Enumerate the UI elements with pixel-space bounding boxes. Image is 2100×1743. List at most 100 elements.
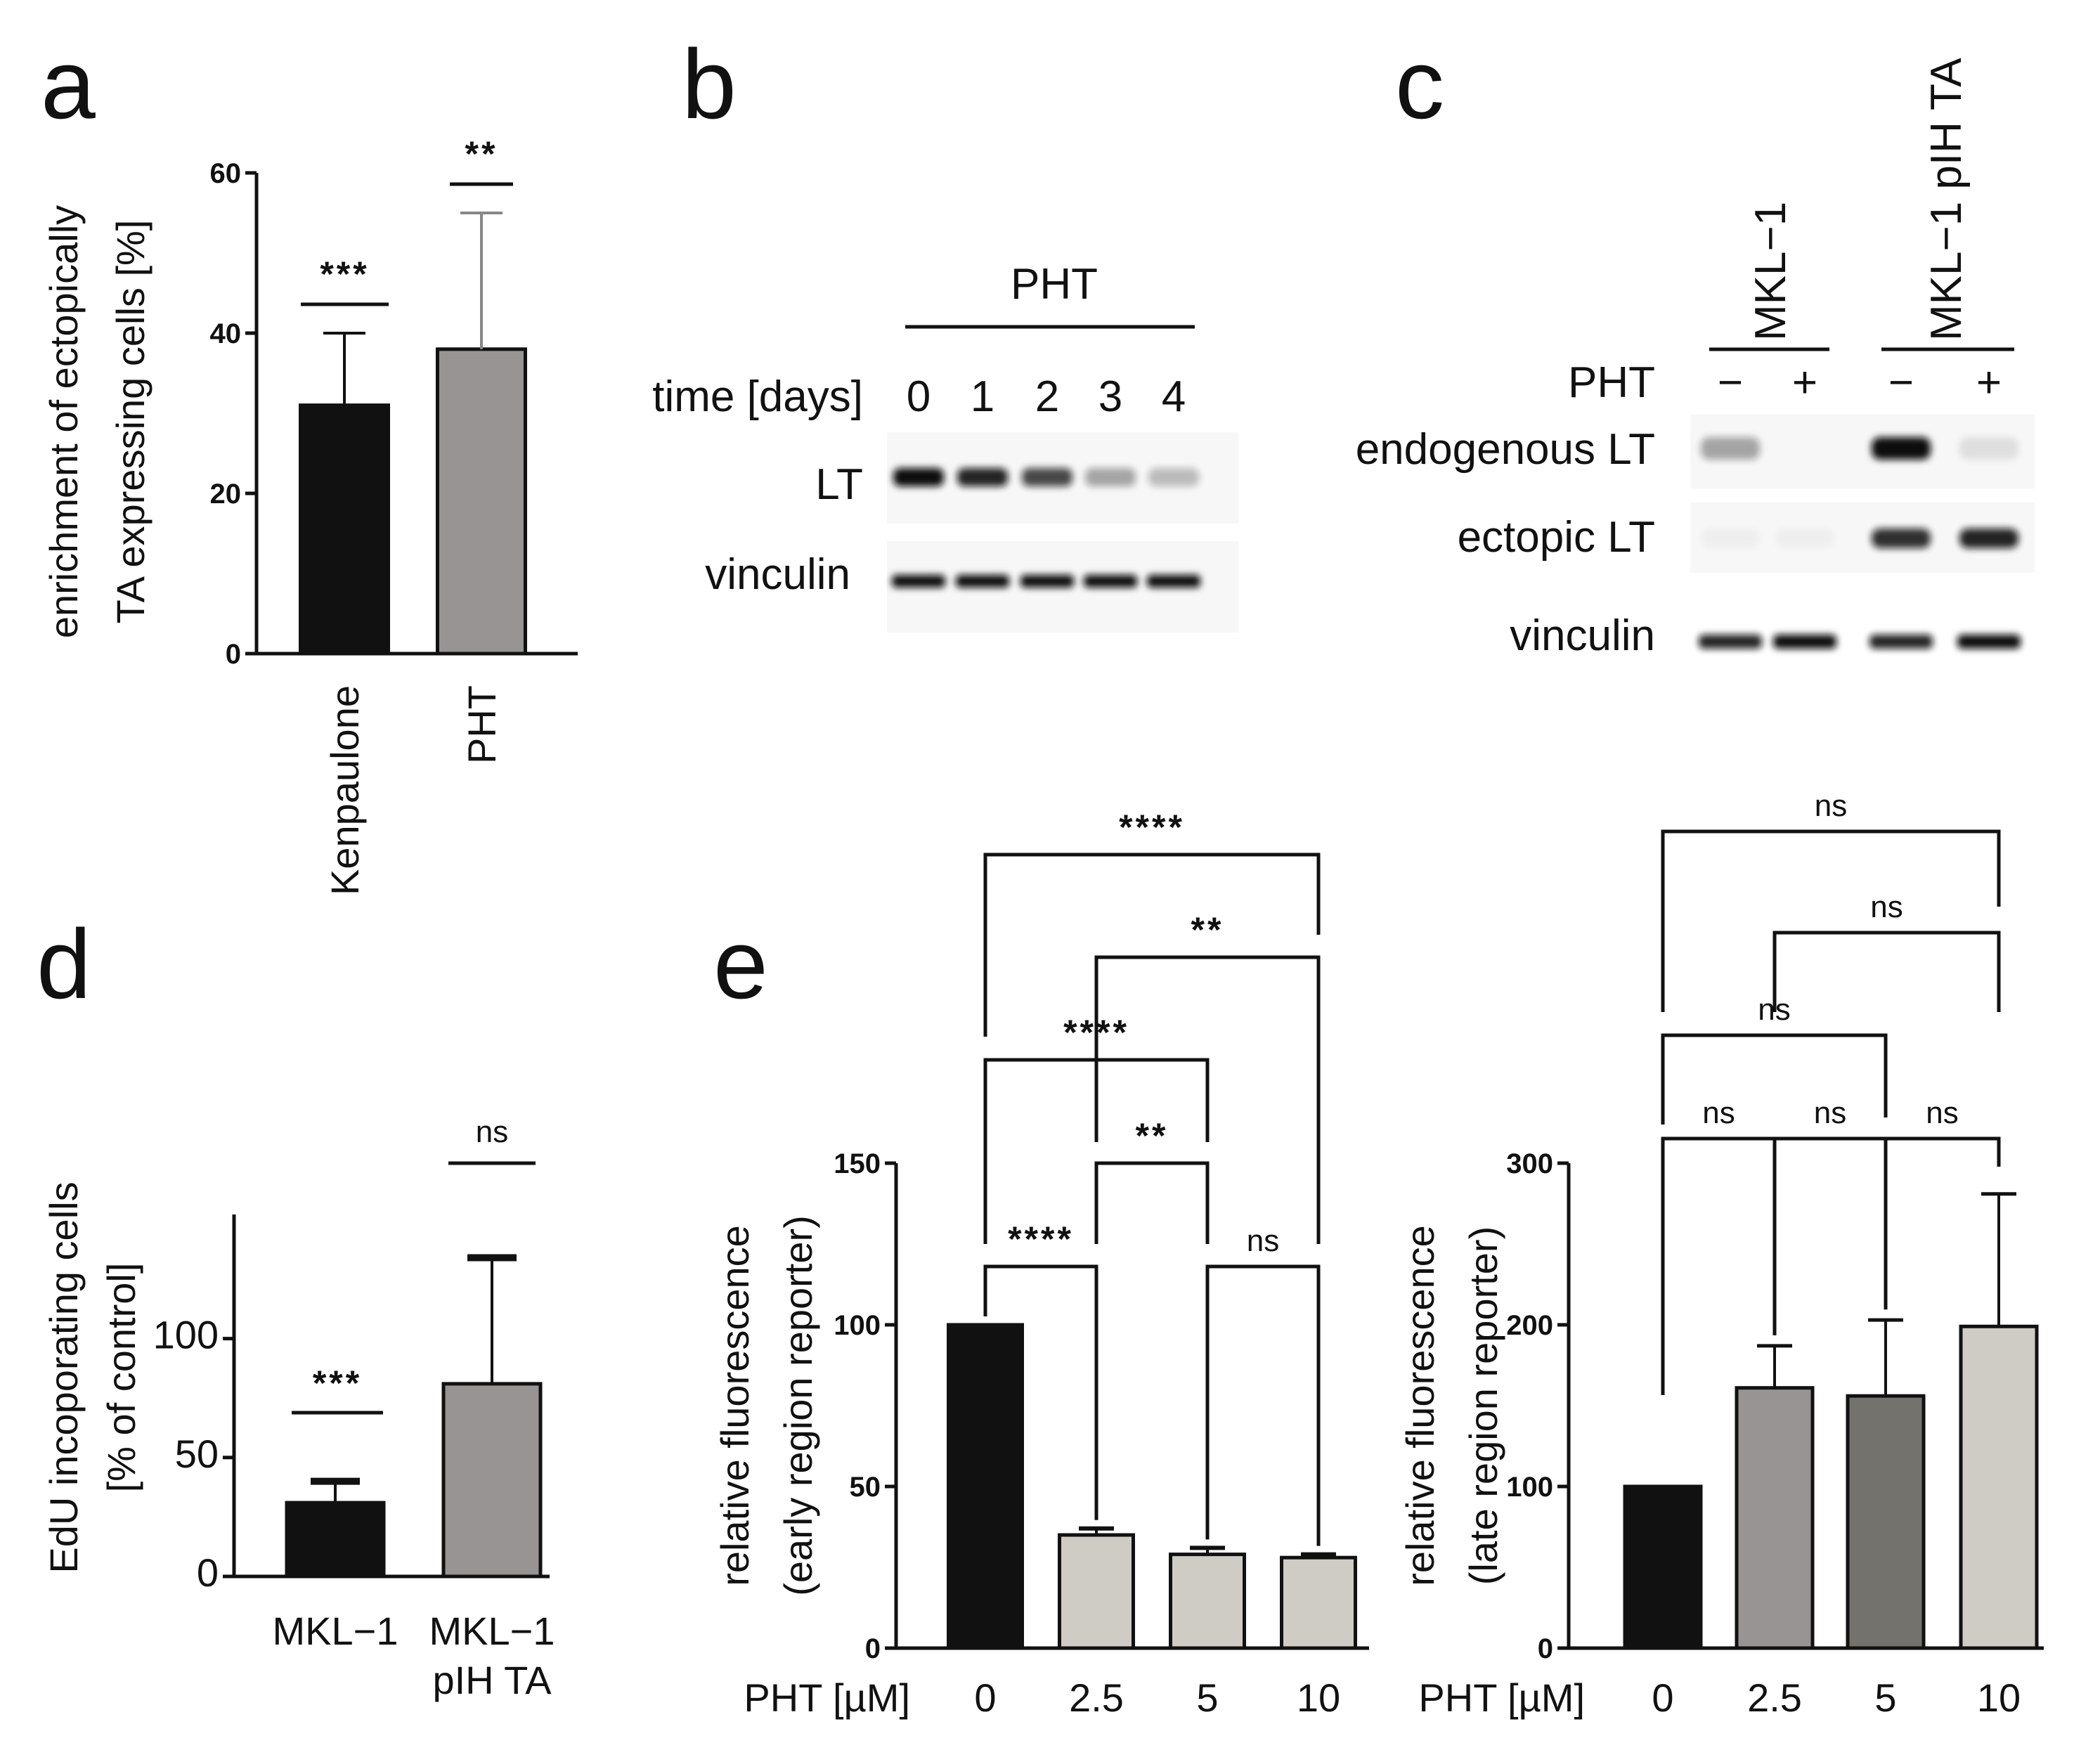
chart-a-category-label: PHT bbox=[460, 685, 504, 764]
blot-b-lt-band bbox=[957, 468, 1008, 486]
chart-a-category-label: Kenpaulone bbox=[323, 685, 367, 895]
blot-c-pht-state: − bbox=[1718, 358, 1743, 407]
chart-e-right-comparison-label: ns bbox=[1815, 789, 1847, 823]
chart-e-left-ytick-label: 150 bbox=[834, 1148, 881, 1179]
chart-a-ylabel: enrichment of ectopically bbox=[41, 205, 86, 638]
blot-b-lt-band bbox=[1085, 468, 1136, 486]
blot-b-vinculin-band bbox=[1147, 575, 1200, 588]
chart-e-right-category-label: 2.5 bbox=[1747, 1676, 1802, 1720]
chart-e-right-category-label: 10 bbox=[1977, 1676, 2021, 1720]
chart-a-bar bbox=[299, 403, 390, 656]
chart-e-right-ytick-label: 0 bbox=[1538, 1633, 1553, 1664]
chart-d-category-label: MKL−1 bbox=[429, 1609, 555, 1653]
chart-e-left-bar bbox=[1280, 1555, 1357, 1650]
blot-b-vinculin-band bbox=[892, 575, 945, 588]
blot-c-pht-state: + bbox=[1792, 358, 1817, 407]
chart-a-ytick-label: 40 bbox=[210, 318, 242, 349]
chart-a: 0 20 40 60 enrichment of ectopically TA expre… bbox=[41, 134, 578, 895]
chart-e-left-xlabel: PHT [µM] bbox=[744, 1676, 910, 1720]
chart-e-right-ytick-label: 200 bbox=[1506, 1310, 1553, 1341]
blot-b-timepoint: 4 bbox=[1162, 372, 1186, 421]
chart-e-right-bar bbox=[1623, 1484, 1703, 1650]
blot-c-pht-state: − bbox=[1888, 358, 1914, 407]
blot-c-endogenous-band bbox=[1959, 437, 2018, 460]
chart-d-category-label: pIH TA bbox=[432, 1658, 552, 1702]
chart-d-ylabel: [% of control] bbox=[99, 1263, 143, 1493]
blot-b-treatment-label: PHT bbox=[1011, 260, 1098, 309]
panel-d-letter: d bbox=[37, 909, 91, 1019]
chart-d-ytick-label: 0 bbox=[197, 1550, 219, 1595]
blot-b-timepoint: 2 bbox=[1035, 372, 1059, 421]
blot-c-ectopic-band bbox=[1872, 529, 1931, 548]
chart-e-left-ytick-label: 100 bbox=[834, 1310, 881, 1341]
chart-e-left-ylabel: (early region reporter) bbox=[776, 1215, 820, 1596]
chart-e-right-comparison-label: ns bbox=[1926, 1096, 1958, 1130]
chart-e-right-ylabel: (late region reporter) bbox=[1461, 1226, 1505, 1585]
chart-e-left-category-label: 5 bbox=[1196, 1676, 1218, 1720]
chart-e-left-comparison-bracket bbox=[1094, 1161, 1210, 1244]
chart-d-bar bbox=[285, 1501, 386, 1579]
blot-c-row-label-endogenous: endogenous LT bbox=[1356, 425, 1655, 474]
chart-a-bar bbox=[436, 347, 527, 656]
blot-c-row-label-ectopic: ectopic LT bbox=[1458, 513, 1655, 562]
blot-b-timepoint: 0 bbox=[907, 372, 931, 421]
chart-e-left-bar bbox=[1058, 1533, 1135, 1650]
blot-c-pht-state: + bbox=[1976, 358, 2002, 407]
blot-b-time-label: time [days] bbox=[652, 372, 863, 421]
chart-e-left-ylabel: relative fluorescence bbox=[713, 1225, 757, 1586]
chart-e-right-comparison-label: ns bbox=[1702, 1096, 1735, 1130]
panel-e-letter: e bbox=[713, 909, 768, 1019]
chart-e-right-comparison-label: ns bbox=[1814, 1096, 1846, 1130]
chart-e-right-ytick-label: 100 bbox=[1506, 1472, 1553, 1503]
chart-e-left-bar bbox=[1169, 1553, 1246, 1650]
blot-b-vinculin-band bbox=[956, 575, 1009, 588]
blot-b-lt-band bbox=[1022, 468, 1072, 486]
chart-e-left-comparison-bracket bbox=[1205, 1264, 1321, 1546]
chart-e-right-ytick-label: 300 bbox=[1506, 1148, 1553, 1179]
chart-e-right-comparison-bracket bbox=[1661, 829, 2001, 1012]
chart-e-left-category-label: 2.5 bbox=[1069, 1676, 1124, 1720]
blot-c-endogenous-band bbox=[1872, 437, 1931, 460]
blot-b-timepoint: 3 bbox=[1098, 372, 1122, 421]
chart-a-sig-label: *** bbox=[320, 254, 369, 294]
chart-d-sig-label: *** bbox=[313, 1363, 362, 1403]
chart-e-left-comparison-label: ns bbox=[1247, 1224, 1279, 1258]
blot-b-row-label-lt: LT bbox=[815, 460, 863, 509]
chart-d: 0 50 100 EdU incoporating cells [% of contro… bbox=[41, 1115, 555, 1702]
chart-e-right-xlabel: PHT [µM] bbox=[1418, 1676, 1585, 1720]
blot-c-ectopic-band bbox=[1959, 529, 2018, 548]
blot-c-pht-label: PHT bbox=[1568, 358, 1655, 407]
chart-e-right-category-label: 5 bbox=[1874, 1676, 1896, 1720]
blot-b-vinculin-band bbox=[1020, 575, 1074, 588]
chart-e-left-comparison-label: **** bbox=[1008, 1219, 1074, 1259]
blot-c-vinculin-band bbox=[1957, 635, 2021, 649]
chart-e-right-comparison-bracket bbox=[1772, 1136, 1888, 1335]
chart-d-ytick-label: 50 bbox=[175, 1432, 219, 1476]
chart-d-ylabel: EdU incoporating cells bbox=[41, 1181, 86, 1573]
chart-e-right-bar bbox=[1735, 1386, 1815, 1650]
blot-c-vinculin-band bbox=[1869, 635, 1933, 649]
blot-c-ectopic-band bbox=[1701, 529, 1760, 548]
chart-e-left-ytick-label: 0 bbox=[865, 1633, 881, 1664]
blot-c-endogenous-band bbox=[1701, 437, 1760, 460]
blot-b-vinculin-band bbox=[1084, 575, 1137, 588]
chart-a-ytick-label: 20 bbox=[210, 479, 242, 510]
chart-e-left-bar bbox=[947, 1323, 1024, 1650]
chart-e-left-comparison-bracket bbox=[1094, 955, 1321, 1244]
chart-e-left-comparison-label: ** bbox=[1191, 910, 1224, 950]
chart-a-ytick-label: 0 bbox=[226, 639, 241, 670]
chart-d-sig-label: ns bbox=[476, 1115, 508, 1149]
chart-e-left-category-label: 0 bbox=[974, 1676, 996, 1720]
chart-e-left-category-label: 10 bbox=[1297, 1676, 1340, 1720]
chart-e-right-bar bbox=[1846, 1394, 1926, 1650]
chart-d-ytick-label: 100 bbox=[153, 1313, 219, 1357]
chart-e-left-comparison-bracket bbox=[983, 853, 1321, 1037]
chart-d-category-label: MKL−1 bbox=[273, 1609, 398, 1653]
blot-c-vinculin-band bbox=[1773, 635, 1836, 649]
chart-e-left-comparison-bracket bbox=[983, 1264, 1098, 1520]
chart-e-left-comparison-label: ** bbox=[1136, 1116, 1169, 1155]
